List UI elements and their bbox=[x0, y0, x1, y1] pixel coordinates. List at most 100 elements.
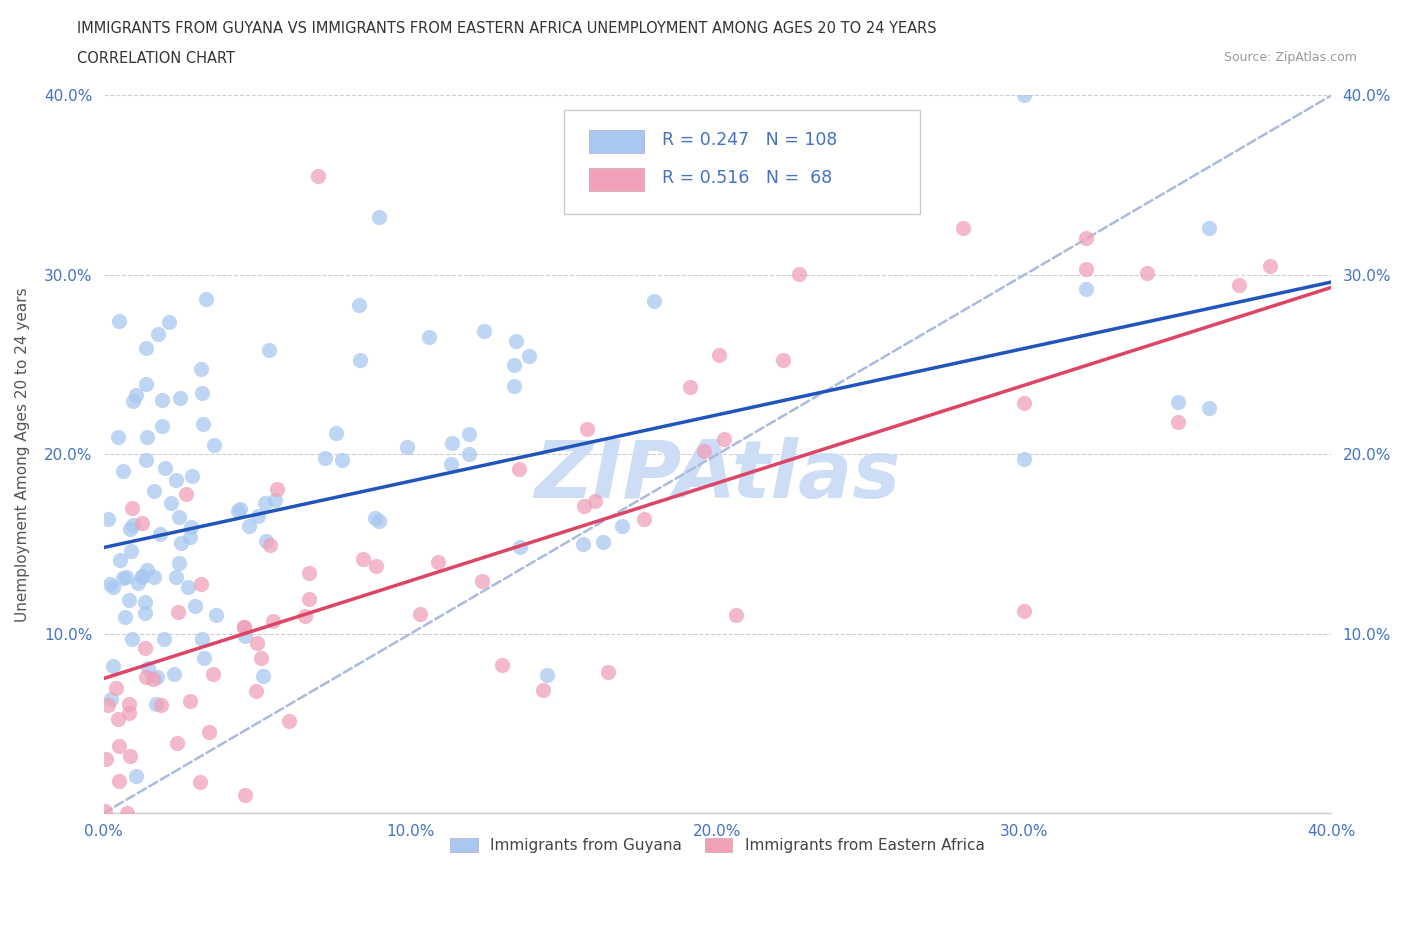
Point bbox=[440, 457, 463, 472]
Point bbox=[1074, 261, 1097, 276]
Point bbox=[204, 608, 226, 623]
Point bbox=[364, 558, 387, 573]
Point bbox=[131, 570, 153, 585]
Text: ZIPAtlas: ZIPAtlas bbox=[534, 437, 901, 515]
Point bbox=[363, 511, 385, 525]
Point bbox=[503, 379, 526, 393]
Point bbox=[135, 341, 157, 356]
Point bbox=[536, 667, 558, 682]
Point bbox=[262, 614, 284, 629]
Point bbox=[643, 294, 665, 309]
Point bbox=[184, 598, 207, 613]
Point bbox=[98, 577, 121, 591]
Point bbox=[179, 694, 201, 709]
Point bbox=[165, 569, 187, 584]
Point bbox=[148, 327, 170, 342]
Point bbox=[108, 774, 131, 789]
Point bbox=[505, 333, 527, 348]
Point bbox=[195, 291, 218, 306]
Point bbox=[693, 444, 716, 458]
Point bbox=[191, 386, 214, 401]
Point bbox=[574, 498, 596, 513]
Text: R = 0.247   N = 108: R = 0.247 N = 108 bbox=[662, 131, 838, 149]
Point bbox=[146, 670, 169, 684]
Point bbox=[252, 669, 274, 684]
Point bbox=[245, 684, 267, 698]
Point bbox=[142, 671, 165, 686]
FancyBboxPatch shape bbox=[589, 130, 644, 153]
Point bbox=[121, 500, 143, 515]
Point bbox=[108, 739, 131, 754]
Point bbox=[118, 592, 141, 607]
Point bbox=[1198, 401, 1220, 416]
Point bbox=[1014, 604, 1036, 618]
Point bbox=[409, 606, 432, 621]
Point bbox=[143, 484, 166, 498]
Point bbox=[112, 464, 135, 479]
Point bbox=[134, 641, 156, 656]
Point bbox=[277, 714, 299, 729]
Point bbox=[153, 631, 176, 646]
Point bbox=[349, 298, 371, 312]
Point bbox=[120, 522, 142, 537]
Point bbox=[349, 352, 371, 367]
Point bbox=[418, 329, 440, 344]
Point bbox=[202, 667, 225, 682]
Point bbox=[1014, 395, 1036, 410]
Point bbox=[1198, 220, 1220, 235]
Point bbox=[713, 432, 735, 446]
Point bbox=[165, 472, 187, 487]
Point bbox=[181, 469, 204, 484]
Point bbox=[583, 494, 606, 509]
Point bbox=[314, 451, 336, 466]
Point bbox=[167, 510, 190, 525]
Point bbox=[190, 362, 212, 377]
Point bbox=[150, 698, 173, 712]
Point bbox=[1014, 452, 1036, 467]
Point bbox=[264, 493, 287, 508]
Point bbox=[572, 537, 595, 551]
Point bbox=[193, 650, 215, 665]
Point bbox=[1014, 88, 1036, 103]
Point bbox=[153, 460, 176, 475]
Point bbox=[368, 514, 391, 529]
Point bbox=[166, 736, 188, 751]
FancyBboxPatch shape bbox=[589, 168, 644, 191]
Point bbox=[120, 749, 142, 764]
Point bbox=[238, 519, 260, 534]
Point bbox=[1074, 231, 1097, 246]
Point bbox=[596, 665, 619, 680]
Point bbox=[176, 486, 198, 501]
Point bbox=[257, 343, 280, 358]
Point bbox=[191, 632, 214, 647]
Point bbox=[307, 168, 329, 183]
Point bbox=[131, 568, 153, 583]
Point bbox=[474, 324, 496, 339]
Point bbox=[232, 619, 254, 634]
Point bbox=[633, 512, 655, 526]
Text: CORRELATION CHART: CORRELATION CHART bbox=[77, 51, 235, 66]
Point bbox=[167, 555, 190, 570]
Point bbox=[332, 453, 354, 468]
Point bbox=[772, 353, 794, 368]
Point bbox=[202, 438, 225, 453]
Point bbox=[190, 577, 212, 591]
Point bbox=[135, 430, 157, 445]
Point bbox=[96, 751, 118, 766]
Point bbox=[228, 501, 250, 516]
Point bbox=[108, 552, 131, 567]
Point bbox=[709, 348, 731, 363]
Point bbox=[368, 209, 391, 224]
Point bbox=[115, 805, 138, 820]
Text: Source: ZipAtlas.com: Source: ZipAtlas.com bbox=[1223, 51, 1357, 64]
Point bbox=[122, 518, 145, 533]
FancyBboxPatch shape bbox=[564, 110, 920, 214]
Point bbox=[179, 529, 201, 544]
Point bbox=[233, 628, 256, 643]
Point bbox=[101, 580, 124, 595]
Point bbox=[167, 604, 190, 619]
Point bbox=[724, 607, 747, 622]
Point bbox=[508, 462, 530, 477]
Point bbox=[157, 314, 180, 329]
Point bbox=[149, 526, 172, 541]
